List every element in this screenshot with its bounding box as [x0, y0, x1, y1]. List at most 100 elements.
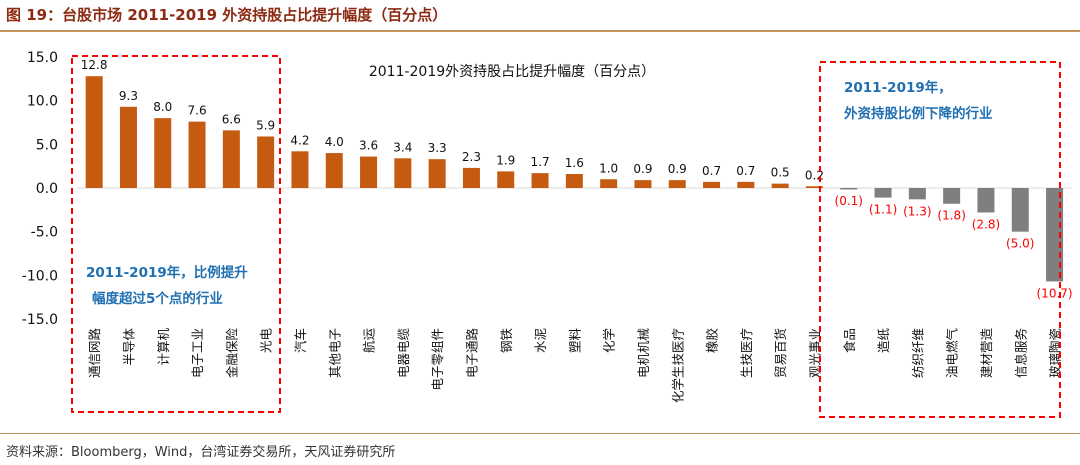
- data-label: 1.9: [496, 153, 515, 167]
- data-label: 8.0: [153, 100, 172, 114]
- bar: [874, 188, 892, 198]
- data-label: 0.2: [805, 168, 824, 182]
- chart-title: 2011-2019外资持股占比提升幅度（百分点）: [369, 64, 655, 80]
- category-label: 橡胶: [705, 328, 720, 353]
- bar: [703, 181, 721, 188]
- y-tick-label: -5.0: [31, 225, 58, 241]
- data-label: 3.3: [428, 141, 447, 155]
- annotation-box-right: [819, 61, 1061, 418]
- category-label: 塑料: [567, 328, 582, 354]
- bar: [325, 153, 343, 188]
- category-label: 汽车: [293, 328, 308, 353]
- category-label: 电子通路: [464, 328, 479, 379]
- annotation-right-line-1: 2011-2019年，: [844, 79, 952, 96]
- category-label: 造纸: [876, 328, 891, 354]
- annotation-left-line-2: 幅度超过5个点的行业: [92, 290, 223, 307]
- source-note: 资料来源：Bloomberg，Wind，台湾证券交易所，天风证券研究所: [6, 445, 396, 460]
- data-label: (2.8): [972, 217, 1000, 231]
- data-label: 0.9: [633, 162, 652, 176]
- data-label: 0.5: [771, 166, 790, 180]
- annotation-right-line-2: 外资持股比例下降的行业: [844, 105, 993, 122]
- footer-rule: [0, 433, 1080, 434]
- category-label: 其他电子: [327, 328, 342, 378]
- data-label: 0.7: [702, 164, 721, 178]
- category-label: 纺织纤维: [910, 328, 925, 378]
- bar: [840, 188, 858, 190]
- data-label: (1.8): [937, 209, 965, 223]
- data-label: 7.6: [188, 104, 207, 118]
- bar: [394, 158, 412, 188]
- category-label: 食品: [842, 328, 857, 353]
- data-label: 1.7: [531, 155, 550, 169]
- bar: [428, 159, 446, 188]
- category-label: 计算机: [156, 328, 171, 366]
- data-label: (1.3): [903, 204, 931, 218]
- bar: [1011, 188, 1029, 232]
- category-label: 电机机械: [636, 328, 651, 379]
- bar: [634, 180, 652, 188]
- data-label: 1.6: [565, 156, 584, 170]
- bar: [908, 188, 926, 200]
- bar: [977, 188, 995, 213]
- category-label: 电器电缆: [396, 328, 411, 379]
- data-label: 5.9: [256, 118, 275, 132]
- bar: [531, 173, 549, 188]
- bar: [85, 76, 103, 188]
- category-label: 生技医疗: [739, 328, 754, 378]
- annotation-left-line-1: 2011-2019年，比例提升: [86, 264, 248, 281]
- category-label: 电子工业: [190, 328, 205, 378]
- data-label: 4.0: [325, 135, 344, 149]
- data-label: 12.8: [81, 58, 108, 72]
- bar-chart: 15.0 10.0 5.0 0.0 -5.0 -10.0 -15.0 12.8 9.3 8.0 7…: [22, 50, 1073, 418]
- category-label: 电子零组件: [430, 328, 445, 391]
- data-label: 0.9: [668, 162, 687, 176]
- figure-title: 图 19：台股市场 2011-2019 外资持股占比提升幅度（百分点）: [6, 6, 448, 24]
- bar: [600, 179, 618, 188]
- data-label: 4.2: [290, 133, 309, 147]
- bar: [188, 121, 206, 188]
- data-label: 1.0: [599, 161, 618, 175]
- annotation-box-left: [71, 55, 281, 413]
- category-label: 玻璃陶瓷: [1048, 328, 1063, 378]
- bar: [565, 174, 583, 188]
- bar-series: [85, 76, 1064, 282]
- y-tick-label: 5.0: [36, 137, 58, 153]
- data-label: 9.3: [119, 89, 138, 103]
- bar: [291, 151, 309, 188]
- x-axis-categories: 通信网路 半导体 计算机 电子工业 金融保险 光电 汽车 其他电子 航运 电器电缆 电子零组件 电子通…: [87, 328, 1062, 404]
- y-tick-label: 0.0: [36, 181, 58, 197]
- bar: [257, 136, 275, 188]
- category-label: 观光事业: [807, 328, 822, 378]
- title-rule: [0, 30, 1080, 32]
- category-label: 通信网路: [87, 328, 102, 379]
- y-tick-label: -10.0: [22, 268, 58, 284]
- bar: [737, 181, 755, 188]
- y-tick-label: 10.0: [27, 94, 58, 110]
- bar: [497, 171, 515, 188]
- data-label: (1.1): [869, 203, 897, 217]
- data-label: (5.0): [1006, 237, 1034, 251]
- category-label: 光电: [259, 328, 274, 354]
- category-label: 化学: [602, 328, 617, 353]
- category-label: 钢铁: [499, 328, 514, 354]
- category-label: 半导体: [121, 328, 136, 366]
- category-label: 建材营造: [979, 328, 994, 379]
- bar: [462, 167, 480, 188]
- data-label: 2.3: [462, 150, 481, 164]
- category-label: 金融保险: [224, 328, 239, 379]
- category-label: 贸易百货: [773, 328, 788, 378]
- bar: [1046, 188, 1064, 282]
- y-tick-label: -15.0: [22, 312, 58, 328]
- bar: [360, 156, 378, 188]
- category-label: 化学生技医疗: [670, 328, 685, 403]
- y-tick-label: 15.0: [27, 50, 58, 66]
- category-label: 水泥: [533, 328, 548, 353]
- data-label: (0.1): [835, 194, 863, 208]
- bar: [943, 188, 961, 204]
- category-label: 航运: [362, 328, 377, 354]
- bar: [119, 106, 137, 188]
- bar: [222, 130, 240, 188]
- data-label: 3.4: [393, 140, 412, 154]
- category-label: 信息服务: [1013, 328, 1028, 378]
- bar: [805, 186, 823, 188]
